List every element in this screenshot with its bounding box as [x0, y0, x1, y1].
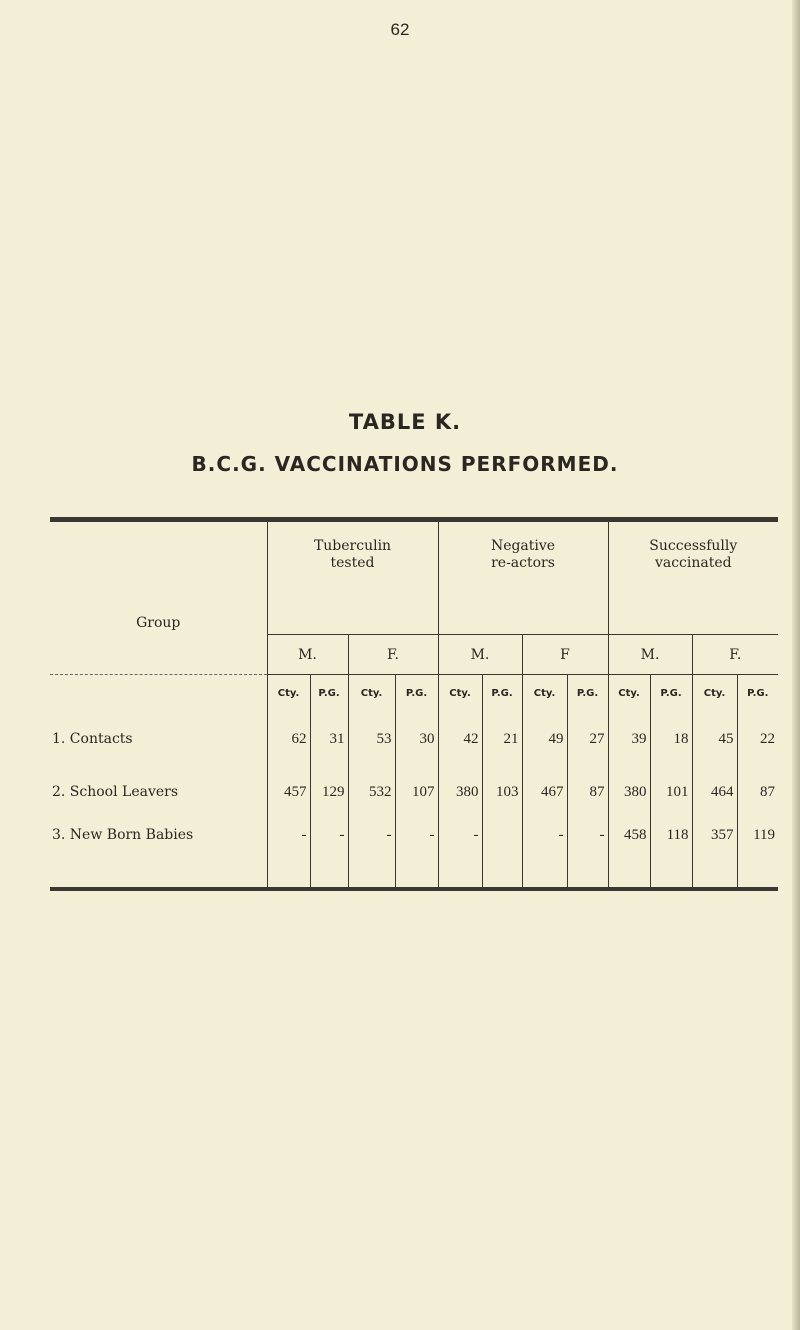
group-header: Group	[136, 614, 181, 631]
subcol-header: P.G.	[481, 674, 522, 713]
value-cell: 21	[481, 712, 522, 766]
subcol-header: Cty.	[607, 674, 651, 713]
sex-header: F.	[691, 634, 779, 675]
vaccinations-table: Group Tuberculin tested Negative re-actors…	[50, 517, 779, 891]
sex-header: M.	[266, 634, 348, 675]
value-cell: -	[394, 818, 438, 889]
group-cell: 1. Contacts	[52, 731, 133, 747]
value-cell: 42	[437, 712, 482, 766]
value-cell: 119	[736, 818, 779, 889]
value-cell: -	[347, 818, 395, 889]
value-cell: 27	[566, 712, 609, 766]
table-row: 1. Contacts 62 31 53 30 42 21 49 27 39 18 45 22	[50, 712, 779, 766]
subcol-header: Cty.	[266, 674, 310, 713]
value-cell: 107	[394, 765, 438, 819]
value-cell: -	[266, 818, 310, 889]
value-cell: 357	[691, 818, 738, 889]
value-cell: 22	[736, 712, 779, 766]
value-cell: -	[521, 818, 567, 889]
value-cell: -	[566, 818, 609, 889]
subcol-header: P.G.	[566, 674, 609, 713]
value-cell: 30	[394, 712, 438, 766]
page-edge	[792, 0, 800, 1330]
subcol-header: Cty.	[437, 674, 482, 713]
value-cell: 532	[347, 765, 395, 819]
value-cell: -	[309, 818, 348, 889]
section-label: Successfully	[649, 538, 738, 554]
value-cell: 31	[309, 712, 348, 766]
value-cell: 45	[691, 712, 738, 766]
subheader-row: Cty. P.G. Cty. P.G. Cty. P.G. Cty. P.G. Cty. P.G.…	[50, 674, 779, 713]
value-cell: 39	[607, 712, 651, 766]
subcol-header: P.G.	[394, 674, 438, 713]
section-header: Tuberculin tested	[266, 519, 438, 635]
value-cell	[481, 818, 522, 889]
value-cell: 380	[437, 765, 482, 819]
value-cell: 380	[607, 765, 651, 819]
section-label: vaccinated	[654, 555, 732, 571]
subcol-header: Cty.	[521, 674, 567, 713]
value-cell: 458	[607, 818, 651, 889]
subcol-header: Cty.	[691, 674, 738, 713]
value-cell: -	[437, 818, 482, 889]
section-label: Negative	[490, 538, 556, 554]
value-cell: 101	[649, 765, 693, 819]
value-cell: 129	[309, 765, 348, 819]
sex-header: M.	[607, 634, 693, 675]
value-cell: 464	[691, 765, 738, 819]
group-cell: 2. School Leavers	[52, 784, 179, 800]
value-cell: 87	[566, 765, 609, 819]
sex-header: M.	[437, 634, 522, 675]
section-label: tested	[330, 555, 375, 571]
table-subtitle: B.C.G. VACCINATIONS PERFORMED.	[191, 452, 619, 476]
value-cell: 467	[521, 765, 567, 819]
section-label: re-actors	[491, 555, 555, 571]
table-row: 2. School Leavers 457 129 532 107 380 103 467 87…	[50, 765, 779, 819]
page-number: 62	[390, 20, 410, 39]
value-cell: 18	[649, 712, 693, 766]
section-header: Negative re-actors	[437, 519, 609, 635]
table-row: 3. New Born Babies - - - - - - -458 118 357 119	[50, 818, 779, 889]
subcol-header: Cty.	[347, 674, 395, 713]
value-cell: 87	[736, 765, 779, 819]
section-header: Successfully vaccinated	[607, 519, 779, 635]
value-cell: 103	[481, 765, 522, 819]
value-cell: 118	[649, 818, 693, 889]
sex-header: F	[521, 634, 609, 675]
blank-cell	[50, 674, 267, 713]
value-cell: 457	[266, 765, 310, 819]
subcol-header: P.G.	[309, 674, 348, 713]
subcol-header: P.G.	[649, 674, 693, 713]
subcol-header: P.G.	[736, 674, 779, 713]
table-title: TABLE K.	[348, 410, 462, 434]
section-label: Tuberculin	[313, 538, 392, 554]
sex-header: F.	[347, 634, 438, 675]
group-cell: 3. New Born Babies	[52, 826, 194, 843]
value-cell: 49	[521, 712, 567, 766]
value-cell: 62	[266, 712, 310, 766]
value-cell: 53	[347, 712, 395, 766]
